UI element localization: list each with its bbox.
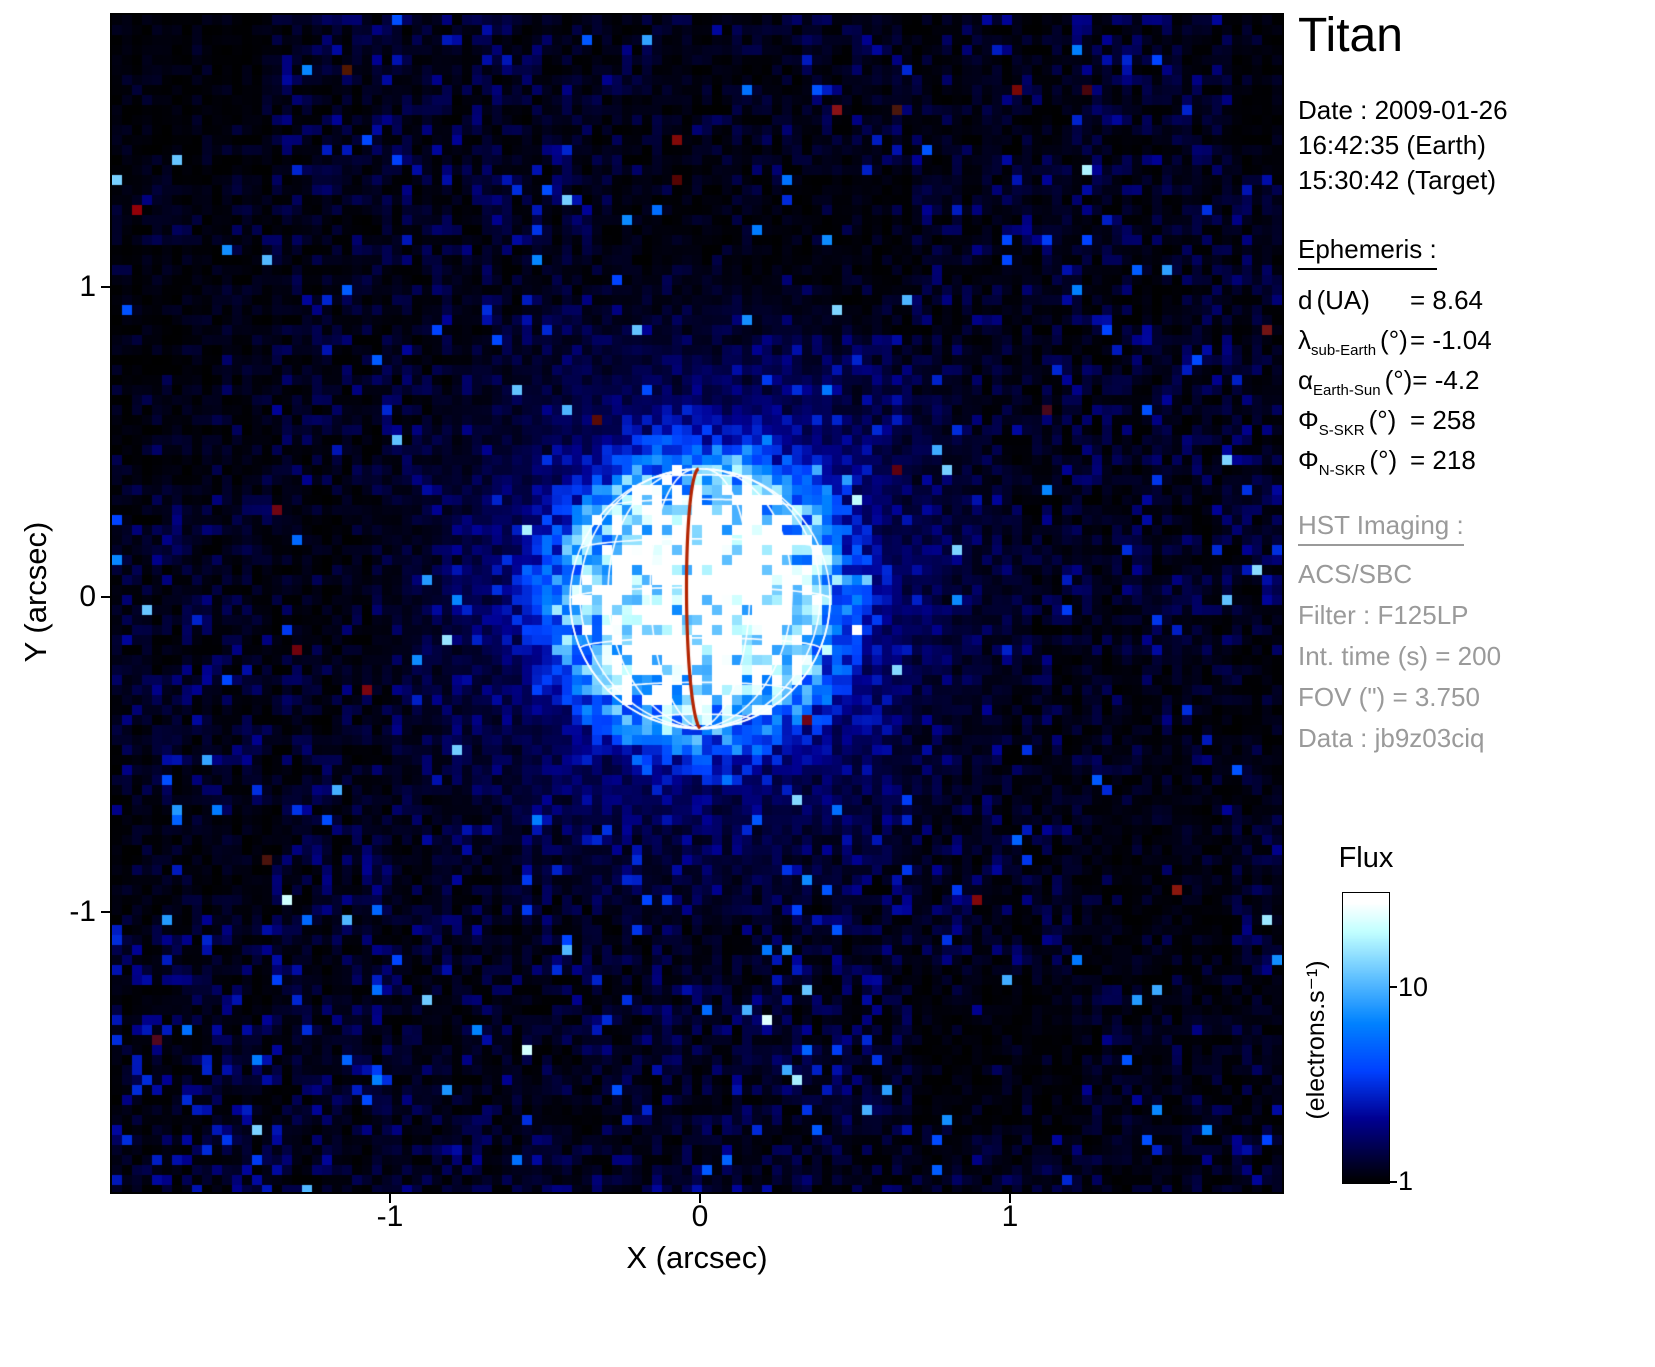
ephemeris-symbol: d — [1298, 285, 1313, 315]
ephemeris-label: αEarth-Sun (°) — [1298, 360, 1412, 411]
y-tick-mark — [101, 286, 110, 288]
integration-time: Int. time (s) = 200 — [1298, 641, 1502, 671]
colorbar-tick-mark — [1390, 986, 1397, 988]
y-tick-label: 1 — [79, 270, 96, 303]
ephemeris-unit: (°) — [1384, 365, 1413, 395]
ephemeris-value: = 8.64 — [1410, 285, 1484, 315]
ephemeris-rows: d (UA) = 8.64 λsub-Earth (°)= -1.04 αEarth-… — [1298, 280, 1654, 480]
ephemeris-subscript: S-SKR — [1318, 422, 1365, 440]
colorbar-unit-label: (electrons.s⁻¹) — [1302, 960, 1330, 1120]
colorbar-gradient — [1343, 893, 1389, 1183]
y-tick-label: 0 — [79, 580, 96, 613]
ephemeris-row-phase-angle: αEarth-Sun (°)= -4.2 — [1298, 360, 1654, 400]
earth-time: 16:42:35 (Earth) — [1298, 130, 1486, 160]
ephemeris-symbol: λ — [1298, 325, 1311, 355]
colorbar-title: Flux — [1338, 842, 1394, 874]
ephemeris-row-s-skr: ΦS-SKR (°) = 258 — [1298, 400, 1654, 440]
ephemeris-heading: Ephemeris : — [1298, 234, 1437, 270]
ephemeris-row-n-skr: ΦN-SKR (°) = 218 — [1298, 440, 1654, 480]
ephemeris-value: = 218 — [1410, 445, 1476, 475]
colorbar-tick-label: 1 — [1398, 1166, 1414, 1196]
x-tick-label: 0 — [691, 1200, 709, 1233]
ephemeris-value: = 258 — [1410, 405, 1476, 435]
hst-imaging-section: HST Imaging : ACS/SBC Filter : F125LP In… — [1298, 510, 1654, 759]
x-tick-mark — [699, 1194, 701, 1203]
target-time: 15:30:42 (Target) — [1298, 165, 1497, 195]
observation-date: Date : 2009-01-26 — [1298, 95, 1508, 125]
observation-times: Date : 2009-01-26 16:42:35 (Earth) 15:30… — [1298, 93, 1654, 198]
y-tick-mark — [101, 911, 110, 913]
target-title: Titan — [1298, 9, 1403, 62]
ephemeris-value: = -4.2 — [1412, 365, 1480, 395]
colorbar-tick-label: 10 — [1398, 972, 1429, 1002]
ephemeris-value: = -1.04 — [1410, 325, 1492, 355]
x-axis-label: X (arcsec) — [626, 1240, 768, 1275]
sky-plot-frame — [110, 13, 1284, 1194]
ephemeris-label: ΦN-SKR (°) — [1298, 440, 1410, 491]
ephemeris-unit: (°) — [1369, 445, 1398, 475]
sky-image — [112, 15, 1282, 1192]
colorbar-tick-mark — [1390, 1181, 1397, 1183]
ephemeris-subscript: N-SKR — [1318, 462, 1366, 480]
ephemeris-unit: (°) — [1368, 405, 1397, 435]
data-id: Data : jb9z03ciq — [1298, 723, 1485, 753]
y-axis-label: Y (arcsec) — [18, 521, 53, 663]
hst-imaging-heading: HST Imaging : — [1298, 510, 1464, 546]
info-panel: Titan Date : 2009-01-26 16:42:35 (Earth)… — [1298, 10, 1654, 759]
y-tick-label: -1 — [69, 895, 96, 928]
y-tick-mark — [101, 596, 110, 598]
ephemeris-subscript: Earth-Sun — [1313, 382, 1381, 400]
ephemeris-symbol: α — [1298, 365, 1314, 395]
fov: FOV (") = 3.750 — [1298, 682, 1480, 712]
x-tick-mark — [389, 1194, 391, 1203]
filter: Filter : F125LP — [1298, 600, 1469, 630]
x-tick-label: -1 — [376, 1200, 404, 1233]
instrument: ACS/SBC — [1298, 559, 1413, 589]
ephemeris-label: ΦS-SKR (°) — [1298, 400, 1410, 451]
hst-imaging-lines: ACS/SBC Filter : F125LP Int. time (s) = … — [1298, 554, 1654, 759]
colorbar — [1342, 892, 1390, 1184]
x-tick-mark — [1009, 1194, 1011, 1203]
ephemeris-section: Ephemeris : d (UA) = 8.64 λsub-Earth (°)= -… — [1298, 234, 1654, 480]
ephemeris-label: d (UA) — [1298, 280, 1410, 331]
ephemeris-subscript: sub-Earth — [1311, 342, 1377, 360]
x-tick-label: 1 — [1001, 1200, 1019, 1233]
ephemeris-row-distance: d (UA) = 8.64 — [1298, 280, 1654, 320]
ephemeris-label: λsub-Earth (°) — [1298, 320, 1410, 371]
ephemeris-symbol: Φ — [1298, 445, 1319, 475]
ephemeris-unit: (UA) — [1316, 285, 1370, 315]
ephemeris-unit: (°) — [1380, 325, 1408, 355]
ephemeris-row-subearth-lat: λsub-Earth (°)= -1.04 — [1298, 320, 1654, 360]
ephemeris-symbol: Φ — [1298, 405, 1319, 435]
